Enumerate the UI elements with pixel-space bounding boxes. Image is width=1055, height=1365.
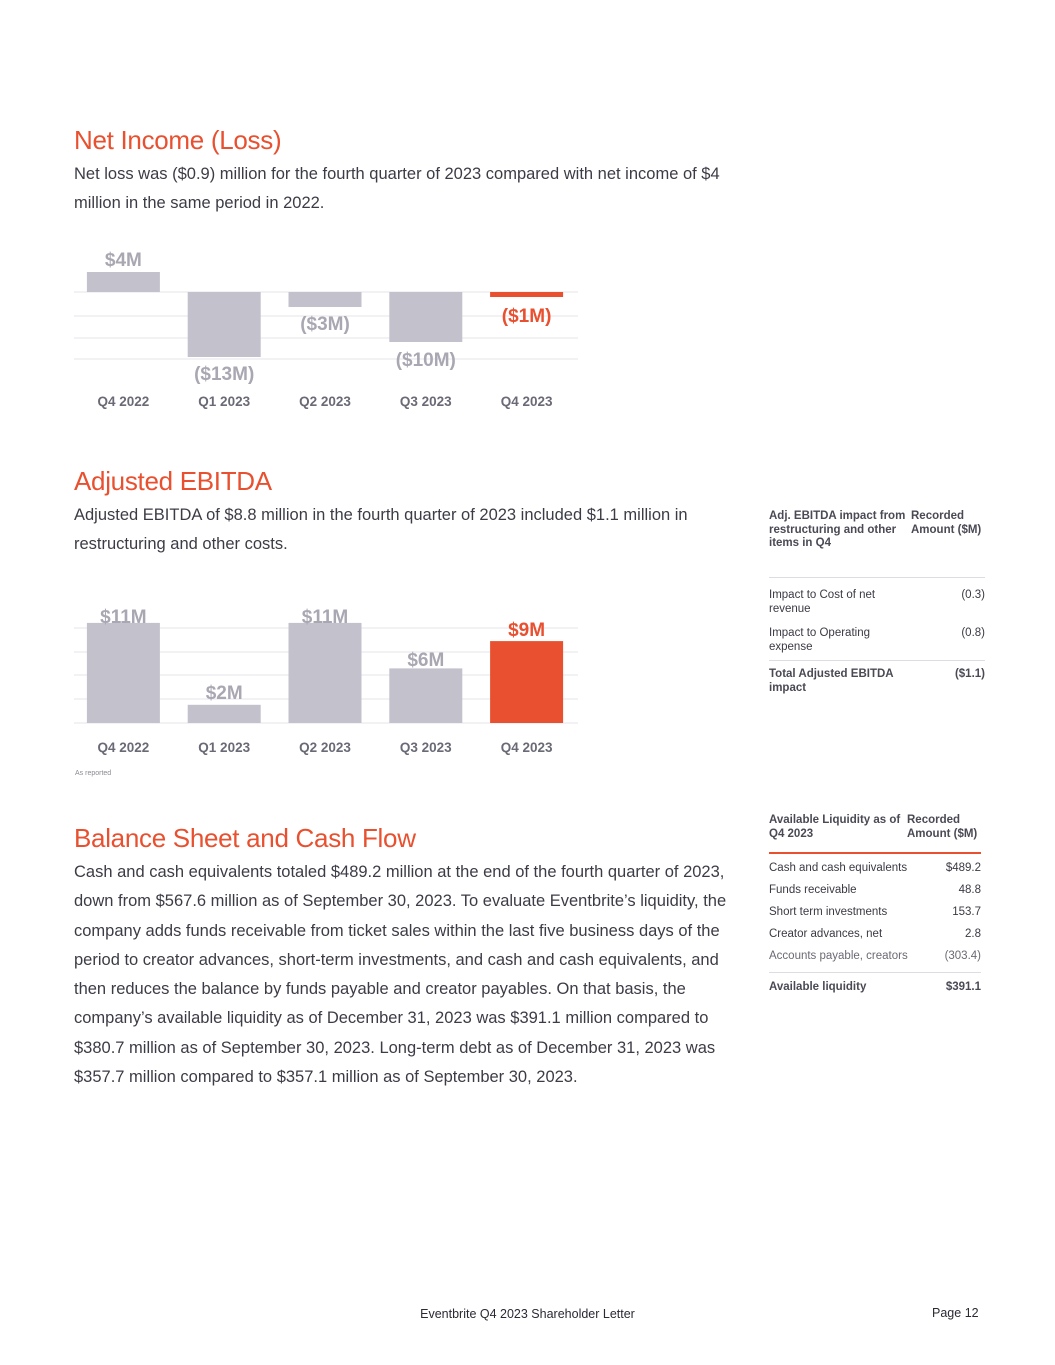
category-label: Q1 2023 <box>198 394 250 409</box>
adjusted-ebitda-heading: Adjusted EBITDA <box>74 466 272 496</box>
data-label: ($10M) <box>396 350 456 371</box>
data-label: $11M <box>100 607 146 628</box>
category-label: Q4 2023 <box>501 740 553 755</box>
liquidity-row-label: Accounts payable, creators <box>769 950 908 962</box>
ebitda-table-row: Impact to Operating expense (0.8) <box>769 626 985 654</box>
data-label: $4M <box>105 250 142 271</box>
ebitda-table-row: Impact to Cost of net revenue (0.3) <box>769 588 985 616</box>
bar <box>389 668 463 723</box>
bar <box>288 292 362 307</box>
bar <box>288 622 362 723</box>
liquidity-row-value: 153.7 <box>952 906 981 918</box>
liquidity-row-label: Short term investments <box>769 906 888 918</box>
ebitda-total-label: Total Adjusted EBITDA impact <box>769 667 894 694</box>
data-label: ($1M) <box>502 306 552 327</box>
data-label: ($13M) <box>194 364 254 385</box>
adjusted-ebitda-body: Adjusted EBITDA of $8.8 million in the f… <box>74 506 688 554</box>
net-income-body: Net loss was ($0.9) million for the four… <box>74 165 720 213</box>
bar <box>187 292 261 357</box>
liquidity-total-row: Available liquidity $391.1 <box>769 978 981 996</box>
balance-sheet-body: Cash and cash equivalents totaled $489.2… <box>74 863 727 1087</box>
liquidity-row-value: $489.2 <box>945 862 981 874</box>
footer-page-number: 12 <box>964 1306 979 1320</box>
data-label: $6M <box>407 650 444 671</box>
net-income-chart: $4M Q4 2022 ($13M) Q1 2023 ($3M) Q2 2023 ($10M… <box>74 240 584 420</box>
category-label: Q2 2023 <box>299 740 351 755</box>
liquidity-total-label: Available liquidity <box>769 981 867 993</box>
ebitda-total-value: ($1.1) <box>954 667 985 680</box>
balance-sheet-heading: Balance Sheet and Cash Flow <box>74 823 416 853</box>
ebitda-table-col1-header: Adj. EBITDA impact from restructuring an… <box>769 510 906 549</box>
data-label: ($3M) <box>300 314 350 335</box>
bar <box>389 292 463 342</box>
category-label: Q3 2023 <box>400 394 452 409</box>
data-label: $2M <box>206 683 243 704</box>
liquidity-row-label: Cash and cash equivalents <box>769 862 908 874</box>
net-income-heading: Net Income (Loss) <box>74 125 282 155</box>
ebitda-table-col2-header: Recorded Amount ($M) <box>911 510 982 536</box>
liquidity-total-value: $391.1 <box>945 981 981 993</box>
category-label: Q2 2023 <box>299 394 351 409</box>
liquidity-row: Cash and cash equivalents $489.2 <box>769 859 981 877</box>
footer-page: Page 12 <box>932 1306 979 1320</box>
category-label: Q3 2023 <box>400 740 452 755</box>
category-label: Q4 2022 <box>98 394 150 409</box>
footer-title: Eventbrite Q4 2023 Shareholder Letter <box>420 1307 635 1321</box>
liquidity-row: Funds receivable 48.8 <box>769 881 981 899</box>
bar <box>187 704 261 723</box>
ebitda-table-total-row: Total Adjusted EBITDA impact ($1.1) <box>769 667 985 695</box>
liquidity-row-value: 48.8 <box>958 884 981 896</box>
liquidity-rows: Cash and cash equivalents $489.2 Funds r… <box>769 859 981 965</box>
liquidity-row-value: 2.8 <box>965 928 981 940</box>
liquidity-row-label: Funds receivable <box>769 884 857 896</box>
liquidity-row-label: Creator advances, net <box>769 928 883 940</box>
ebitda-row-value: (0.8) <box>961 626 985 639</box>
adjusted-ebitda-chart-svg: $11M Q4 2022 $2M Q1 2023 $11M Q2 2023 $6M Q3 20… <box>74 607 578 755</box>
liquidity-row: Short term investments 153.7 <box>769 903 981 921</box>
bar <box>86 622 160 723</box>
bar <box>490 292 564 297</box>
liquidity-table-col1-header: Available Liquidity as of Q4 2023 <box>769 814 901 840</box>
category-label: Q4 2022 <box>98 740 150 755</box>
liquidity-table-col2-header: Recorded Amount ($M) <box>907 814 978 840</box>
ebitda-row-label: Impact to Operating expense <box>769 626 870 653</box>
liquidity-row: Accounts payable, creators (303.4) <box>769 947 981 965</box>
liquidity-row: Creator advances, net 2.8 <box>769 925 981 943</box>
ebitda-impact-table: Adj. EBITDA impact from restructuring an… <box>769 510 985 695</box>
chart-note: As reported <box>75 770 112 777</box>
category-label: Q1 2023 <box>198 740 250 755</box>
bar <box>86 272 160 292</box>
net-income-chart-svg: $4M Q4 2022 ($13M) Q1 2023 ($3M) Q2 2023 ($10M… <box>74 250 578 409</box>
data-label: $9M <box>508 620 545 641</box>
bar <box>490 641 564 723</box>
liquidity-table: Available Liquidity as of Q4 2023 Record… <box>769 814 981 996</box>
ebitda-row-label: Impact to Cost of net revenue <box>769 588 876 615</box>
adjusted-ebitda-chart: $11M Q4 2022 $2M Q1 2023 $11M Q2 2023 $6M Q3 20… <box>74 590 584 765</box>
category-label: Q4 2023 <box>501 394 553 409</box>
data-label: $11M <box>302 607 348 628</box>
liquidity-row-value: (303.4) <box>944 950 981 962</box>
ebitda-row-value: (0.3) <box>961 588 985 601</box>
footer-page-label: Page <box>932 1306 962 1320</box>
